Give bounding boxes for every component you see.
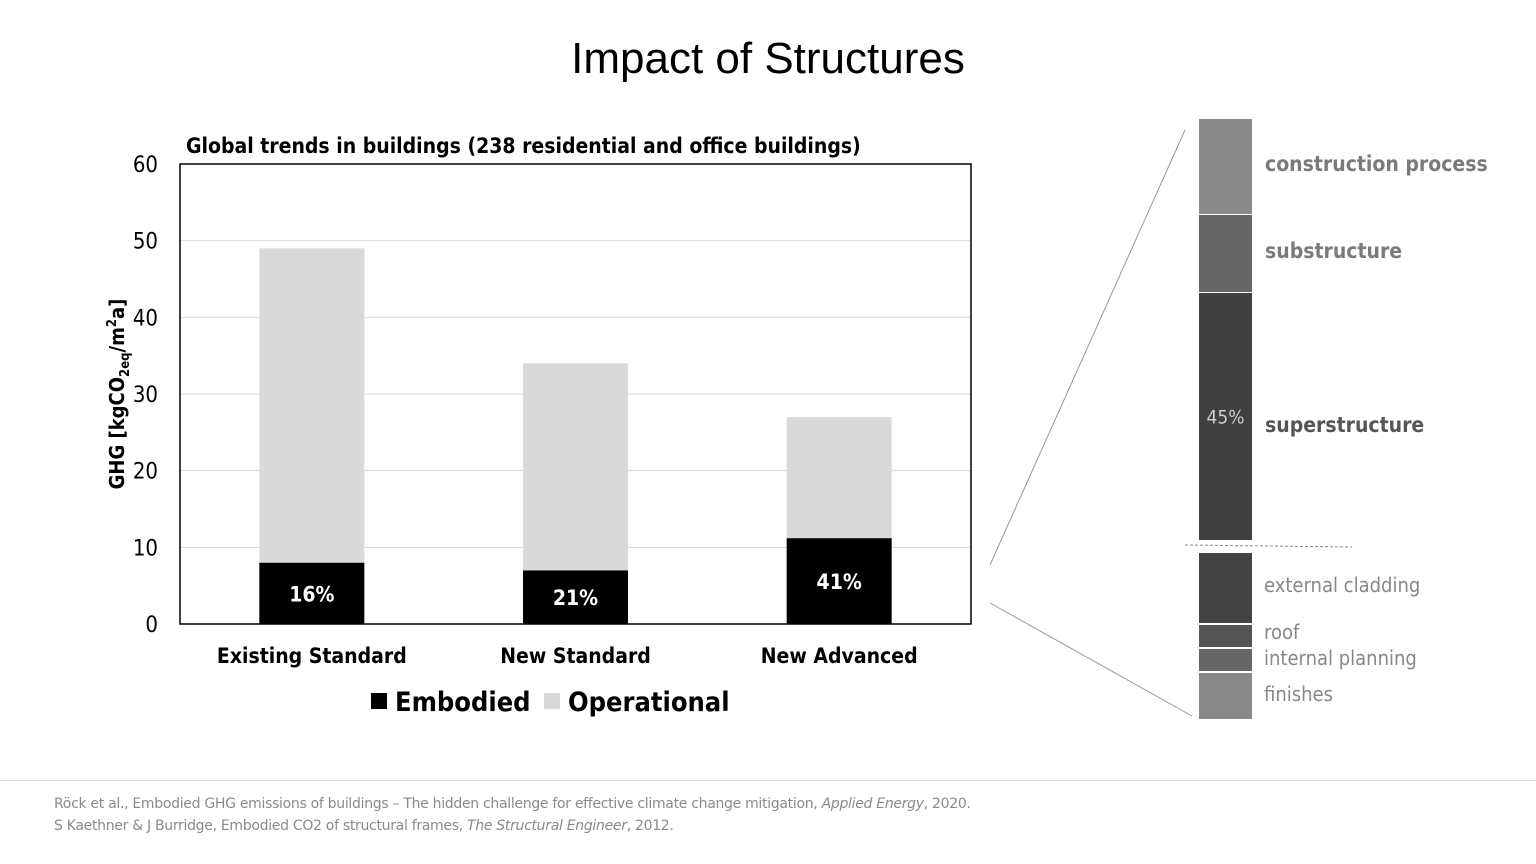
x-tick-label: New Advanced xyxy=(761,644,918,668)
y-tick-label: 20 xyxy=(133,460,158,485)
bar-embodied xyxy=(259,562,365,624)
breakdown-label: superstructure xyxy=(1265,413,1424,437)
bar-operational xyxy=(259,248,365,563)
data-label: 41% xyxy=(817,570,862,594)
data-label: 16% xyxy=(289,582,334,606)
citations: Röck et al., Embodied GHG emissions of b… xyxy=(54,793,971,837)
y-tick-label: 50 xyxy=(133,230,158,255)
data-label: 21% xyxy=(553,586,598,610)
connector-line xyxy=(989,129,1186,566)
breakdown-label: finishes xyxy=(1264,682,1333,706)
bar-operational xyxy=(786,417,892,539)
y-tick-label: 30 xyxy=(133,383,158,408)
breakdown-segment xyxy=(1199,625,1252,647)
chart: 0 10 20 30 40 50 60 16% Existing Standard 21% New … xyxy=(105,119,1488,719)
y-tick-label: 60 xyxy=(133,153,158,178)
breakdown-segment xyxy=(1199,293,1252,540)
breakdown-label: external cladding xyxy=(1264,573,1420,597)
separator-line xyxy=(1184,544,1353,548)
bar-embodied xyxy=(786,538,892,624)
plot-frame xyxy=(179,163,972,625)
footer-divider xyxy=(0,780,1536,781)
slide-title: Impact of Structures xyxy=(571,34,965,83)
breakdown-segment xyxy=(1199,649,1252,671)
breakdown-label: construction process xyxy=(1265,152,1488,176)
x-tick-label: New Standard xyxy=(500,644,651,668)
breakdown-segment xyxy=(1199,215,1252,292)
y-axis-label: GHG [kgCO2eq/m2a] xyxy=(105,299,133,490)
y-tick-label: 10 xyxy=(133,536,158,561)
breakdown-segment xyxy=(1199,119,1252,214)
legend-swatch xyxy=(544,693,560,709)
breakdown-segment xyxy=(1199,673,1252,719)
connector-line xyxy=(989,602,1193,717)
breakdown-segment xyxy=(1199,553,1252,623)
x-tick-label: Existing Standard xyxy=(217,644,407,668)
bar-embodied xyxy=(523,570,628,624)
bar-operational xyxy=(523,363,628,571)
y-tick-label: 0 xyxy=(145,613,158,638)
breakdown-label: roof xyxy=(1264,620,1300,644)
y-tick-label: 40 xyxy=(133,306,158,331)
legend-label: Embodied xyxy=(395,687,531,718)
chart-title: Global trends in buildings (238 resident… xyxy=(186,134,861,158)
legend-swatch xyxy=(371,693,387,709)
breakdown-stack: construction process substructure superstr… xyxy=(989,119,1488,719)
legend-label: Operational xyxy=(568,687,730,718)
breakdown-label: substructure xyxy=(1265,239,1402,263)
breakdown-label: internal planning xyxy=(1264,646,1417,670)
breakdown-value-label: 45% xyxy=(1207,407,1245,429)
citation-2: S Kaethner & J Burridge, Embodied CO2 of… xyxy=(54,818,674,834)
citation-1: Röck et al., Embodied GHG emissions of b… xyxy=(54,796,971,812)
legend: Embodied Operational xyxy=(371,687,730,718)
